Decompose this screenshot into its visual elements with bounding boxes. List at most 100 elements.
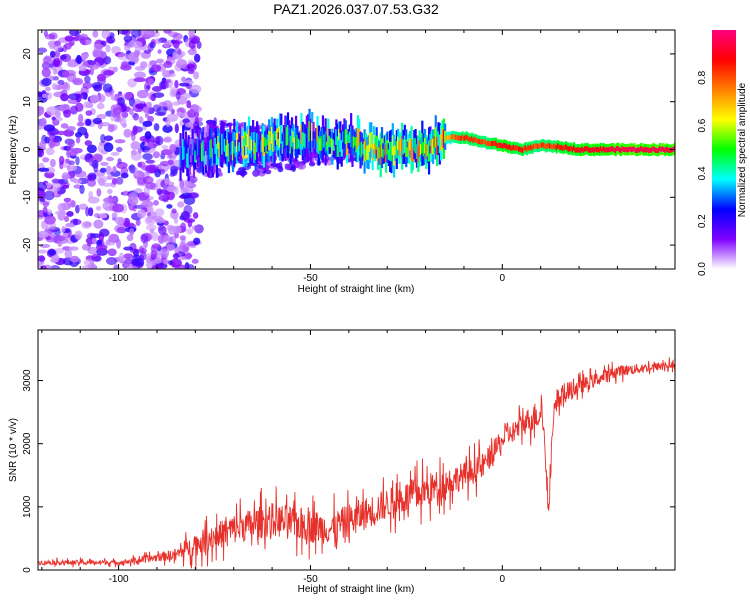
- spectrogram-x-tick-label: -50: [303, 273, 318, 284]
- spectrogram-ridge-core: [453, 134, 456, 140]
- spectrogram-speckle: [75, 30, 81, 37]
- spectrogram-speckle: [179, 179, 185, 190]
- spectrogram-ridge-core: [457, 135, 460, 141]
- spectrogram-ridge-core: [602, 146, 605, 152]
- spectrogram-speckle: [116, 238, 121, 249]
- spectrogram-speckle: [61, 174, 71, 180]
- spectrogram-speckle: [167, 159, 174, 165]
- spectrogram-speckle: [185, 252, 192, 260]
- spectrogram-speckle: [158, 225, 167, 235]
- spectrogram-ridge-core: [321, 128, 325, 150]
- spectrogram-ridge-core: [206, 136, 209, 156]
- spectrogram-speckle: [112, 203, 124, 213]
- spectrogram-ridge-core: [511, 145, 514, 151]
- spectrogram-ridge-core: [660, 146, 663, 153]
- spectrogram-ridge-core: [488, 141, 491, 147]
- spectrogram-ridge-core: [367, 144, 370, 160]
- spectrogram-ridge-core: [324, 131, 327, 153]
- spectrogram-speckle: [154, 136, 161, 144]
- spectrogram-speckle: [178, 82, 190, 87]
- spectrogram-ridge-core: [544, 144, 547, 150]
- spectrogram-ridge-core: [398, 140, 401, 156]
- spectrogram-speckle: [123, 44, 131, 51]
- spectrogram-ridge-core: [658, 146, 662, 152]
- spectrogram-ridge-core: [555, 145, 558, 151]
- spectrogram-speckle: [75, 156, 80, 166]
- spectrogram-speckle: [80, 92, 88, 100]
- spectrogram-speckle: [41, 93, 47, 99]
- spectrogram-ridge-core: [332, 139, 335, 151]
- spectrogram-ridge-core: [504, 143, 507, 149]
- spectrogram-speckle: [49, 50, 56, 58]
- spectrogram-speckle: [59, 103, 71, 111]
- spectrogram-speckle: [77, 126, 88, 136]
- spectrogram-ridge-core: [401, 135, 404, 157]
- spectrogram-ridge-core: [411, 147, 415, 162]
- spectrogram-ridge-core: [194, 150, 197, 163]
- spectrogram-ridge-core: [615, 145, 619, 152]
- spectrogram-speckle: [89, 233, 101, 239]
- spectrogram-ridge-core: [430, 139, 433, 154]
- spectrogram-speckle: [163, 41, 170, 48]
- spectrogram-speckle: [175, 90, 181, 100]
- spectrogram-ridge-core: [303, 132, 306, 147]
- spectrogram-speckle: [290, 164, 296, 172]
- spectrogram-speckle: [121, 111, 129, 119]
- spectrogram-speckle: [132, 257, 145, 267]
- spectrogram-ridge-core: [458, 135, 462, 141]
- spectrogram-ridge-core: [665, 146, 668, 152]
- spectrogram-ridge-core: [186, 153, 189, 168]
- spectrogram-speckle: [168, 260, 173, 266]
- spectrogram-speckle: [60, 93, 69, 102]
- spectrogram-speckle: [144, 131, 152, 140]
- spectrogram-speckle: [82, 81, 93, 89]
- spectrogram-ridge-core: [525, 146, 529, 153]
- spectrogram-speckle: [45, 147, 55, 156]
- spectrogram-ridge-core: [436, 136, 439, 155]
- spectrogram-speckle: [87, 240, 92, 247]
- spectrogram-speckle: [270, 163, 279, 167]
- spectrogram-ridge-core: [524, 145, 527, 151]
- spectrogram-ridge-core: [614, 147, 617, 154]
- spectrogram-speckle: [135, 219, 141, 227]
- spectrogram-ridge-core: [307, 127, 310, 149]
- spectrogram-speckle: [147, 141, 154, 148]
- spectrogram-ridge-core: [399, 139, 402, 151]
- spectrogram-ridge-core: [624, 147, 627, 153]
- colorbar: [712, 30, 736, 269]
- spectrogram-ridge-core: [552, 143, 556, 149]
- spectrogram-speckle: [182, 118, 190, 124]
- spectrogram-ridge-core: [593, 147, 596, 154]
- spectrogram-ridge-core: [626, 147, 629, 153]
- spectrogram-ridge-core: [630, 146, 633, 153]
- spectrogram-speckle: [58, 155, 65, 166]
- spectrogram-speckle: [53, 234, 66, 242]
- spectrogram-speckle: [97, 143, 104, 153]
- spectrogram-speckle: [181, 92, 191, 100]
- spectrogram-ridge-core: [180, 153, 184, 165]
- spectrogram-ridge-core: [567, 146, 570, 152]
- spectrogram-ridge-core: [513, 145, 517, 151]
- spectrogram-speckle: [132, 112, 140, 121]
- spectrogram-ridge-core: [551, 144, 554, 150]
- spectrogram-ridge-core: [241, 136, 244, 149]
- spectrogram-speckle: [72, 77, 84, 86]
- spectrogram-speckle: [123, 253, 134, 260]
- spectrogram-ridge-core: [347, 134, 350, 144]
- spectrogram-speckle: [152, 92, 165, 99]
- spectrogram-ridge-core: [530, 144, 533, 150]
- spectrogram-speckle: [162, 259, 170, 265]
- spectrogram-speckle: [105, 44, 111, 53]
- spectrogram-ridge-core: [221, 133, 224, 155]
- spectrogram-speckle: [105, 257, 118, 266]
- spectrogram-ridge-core: [547, 142, 550, 148]
- spectrogram-ridge-core: [394, 145, 397, 156]
- spectrogram-ridge-core: [520, 147, 523, 153]
- spectrogram-speckle: [42, 206, 48, 216]
- spectrogram-speckle: [73, 218, 78, 226]
- spectrogram-ridge-core: [539, 142, 542, 149]
- spectrogram-speckle: [142, 120, 153, 127]
- spectrogram-ridge-core: [270, 127, 274, 144]
- spectrogram-speckle: [154, 218, 166, 224]
- spectrogram-ridge-core: [301, 132, 304, 150]
